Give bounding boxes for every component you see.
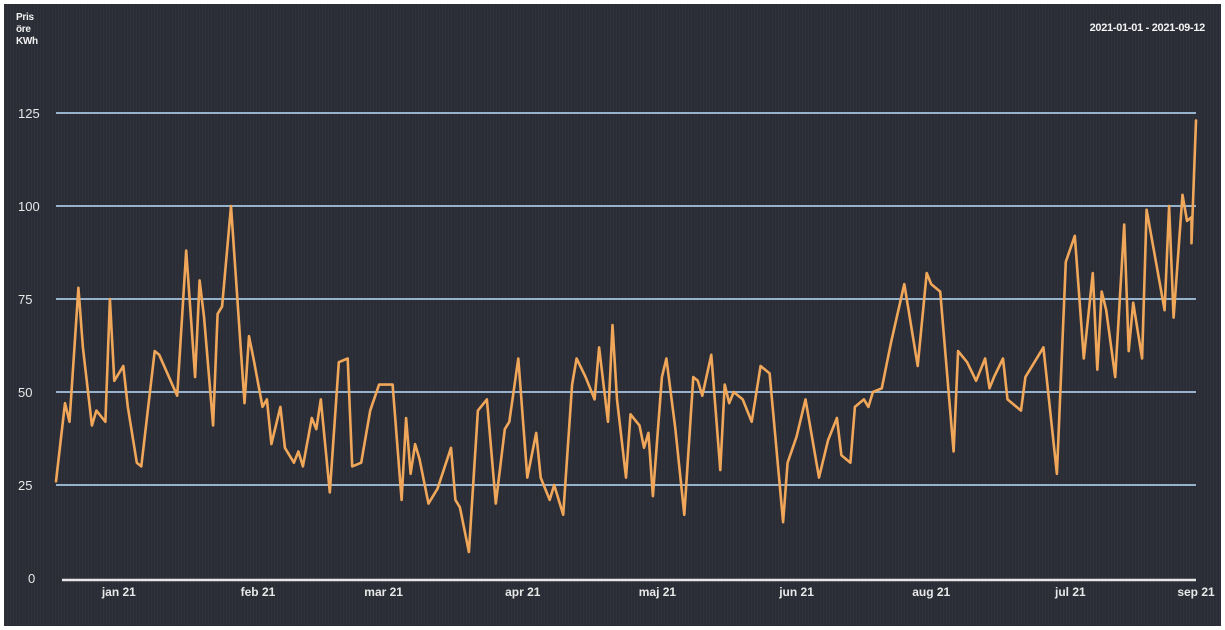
x-tick-label: jan 21	[101, 585, 136, 599]
series-line	[54, 119, 1198, 554]
y-tick-label: 75	[18, 292, 32, 307]
y-tick-label: 125	[18, 106, 40, 121]
y-axis-label-line: KWh	[16, 36, 38, 47]
x-tick-label: sep 21	[1177, 585, 1215, 599]
y-axis-label-line: öre	[16, 24, 31, 35]
y-tick-label: 0	[28, 571, 35, 586]
x-tick-label: aug 21	[912, 585, 950, 599]
y-tick-label: 100	[18, 199, 40, 214]
date-range-label: 2021-01-01 - 2021-09-12	[1089, 22, 1206, 34]
price-chart: 0 25 50 75 100 125 jan 21 feb 21 mar 21 apr 21 maj…	[18, 106, 1215, 599]
x-tick-label: feb 21	[241, 585, 276, 599]
chart-frame: Pris öre KWh 2021-01-01 - 2021-09-12 0 25…	[4, 4, 1221, 626]
x-tick-label: jun 21	[778, 585, 814, 599]
x-tick-label: jul 21	[1054, 585, 1086, 599]
x-tick-label: apr 21	[505, 585, 541, 599]
y-axis-label: Pris öre KWh	[16, 12, 38, 48]
y-tick-label: 50	[18, 385, 32, 400]
x-tick-label: maj 21	[639, 585, 677, 599]
y-tick-label: 25	[18, 478, 32, 493]
x-tick-label: mar 21	[364, 585, 403, 599]
y-axis-label-line: Pris	[16, 12, 34, 23]
